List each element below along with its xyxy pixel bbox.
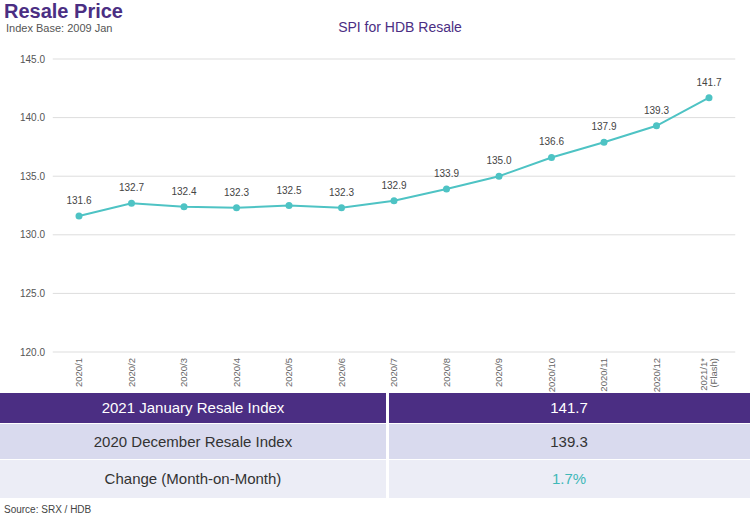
grid-line: [53, 234, 736, 235]
data-label: 135.0: [486, 155, 511, 166]
table-text: 141.7: [550, 399, 588, 416]
data-label: 132.3: [329, 187, 354, 198]
data-label: 141.7: [696, 77, 721, 88]
grid-line: [53, 293, 736, 294]
data-point: [181, 203, 188, 210]
x-tick-label-line: 2020/8: [441, 358, 452, 387]
y-tick-label: 140.0: [20, 112, 45, 123]
grid-line: [53, 59, 736, 60]
x-tick-label-line: 2020/5: [283, 358, 294, 387]
data-label: 132.9: [381, 180, 406, 191]
data-label: 132.5: [276, 185, 301, 196]
x-tick-label-line: 2020/6: [336, 358, 347, 387]
grid: [53, 59, 736, 352]
y-tick-label: 125.0: [20, 288, 45, 299]
y-tick-label: 130.0: [20, 229, 45, 240]
table-text: Change (Month-on-Month): [105, 470, 282, 487]
data-point: [76, 213, 83, 220]
x-tick-label: 2020/11: [598, 358, 609, 392]
table-cell: [0, 393, 386, 423]
x-tick-label-line: 2020/7: [388, 358, 399, 387]
x-tick-label: 2020/4: [231, 358, 242, 387]
data-point: [233, 204, 240, 211]
data-label: 136.6: [539, 136, 564, 147]
data-point: [391, 197, 398, 204]
x-tick-label: 2020/5: [283, 358, 294, 387]
data-point: [601, 139, 608, 146]
x-tick-label: 2021/1*(Flash): [698, 358, 719, 391]
data-point: [548, 154, 555, 161]
table-text: 2021 January Resale Index: [102, 399, 285, 416]
grid-line: [53, 176, 736, 177]
data-point: [338, 204, 345, 211]
data-point: [496, 173, 503, 180]
x-tick-label: 2020/7: [388, 358, 399, 387]
data-point: [706, 94, 713, 101]
data-group: [76, 94, 713, 219]
data-label: 132.3: [224, 187, 249, 198]
header-title: Resale Price: [4, 0, 123, 22]
chart-root: Resale PriceIndex Base: 2009 Jan SPI for …: [0, 0, 750, 519]
x-tick-label: 2020/6: [336, 358, 347, 387]
x-tick-label: 2020/8: [441, 358, 452, 387]
y-tick-label: 120.0: [20, 347, 45, 358]
x-tick-label: 2020/3: [178, 358, 189, 387]
x-tick-label: 2020/12: [651, 358, 662, 392]
x-tick-label: 2020/1: [73, 358, 84, 387]
data-label: 131.6: [66, 195, 91, 206]
table-cell: [389, 424, 750, 459]
table-cell: [389, 393, 750, 423]
data-point: [443, 186, 450, 193]
data-label: 133.9: [434, 168, 459, 179]
x-tick-label-line: 2020/3: [178, 358, 189, 387]
x-tick-label-line: 2020/11: [598, 358, 609, 392]
x-tick-label-line: 2020/2: [126, 358, 137, 387]
chart-title: SPI for HDB Resale: [338, 19, 462, 35]
table-text: 1.7%: [552, 470, 586, 487]
table-cell: [0, 424, 386, 459]
data-point: [128, 200, 135, 207]
header-subtitle: Index Base: 2009 Jan: [6, 22, 112, 34]
source-note: Source: SRX / HDB: [4, 504, 92, 515]
data-label: 137.9: [591, 121, 616, 132]
x-tick-label-line: 2020/1: [73, 358, 84, 387]
grid-line: [53, 352, 736, 353]
x-tick-label: 2020/9: [493, 358, 504, 387]
x-tick-label-line: 2021/1*: [698, 358, 709, 391]
x-tick-label-line: 2020/9: [493, 358, 504, 387]
y-tick-label: 135.0: [20, 171, 45, 182]
x-tick-label-line: 2020/12: [651, 358, 662, 392]
x-tick-label: 2020/2: [126, 358, 137, 387]
data-label: 132.4: [171, 186, 196, 197]
data-line: [79, 98, 709, 216]
grid-line: [53, 117, 736, 118]
x-tick-label-line: (Flash): [708, 358, 719, 388]
table-text: 2020 December Resale Index: [94, 433, 293, 450]
x-tick-label-line: 2020/4: [231, 358, 242, 387]
data-label: 132.7: [119, 182, 144, 193]
data-point: [286, 202, 293, 209]
table-text: 139.3: [550, 433, 588, 450]
x-tick-label-line: 2020/10: [546, 358, 557, 392]
data-label: 139.3: [644, 105, 669, 116]
x-tick-label: 2020/10: [546, 358, 557, 392]
data-point: [653, 122, 660, 129]
y-tick-label: 145.0: [20, 54, 45, 65]
table-cell: [0, 460, 386, 498]
table-cell: [389, 460, 750, 498]
